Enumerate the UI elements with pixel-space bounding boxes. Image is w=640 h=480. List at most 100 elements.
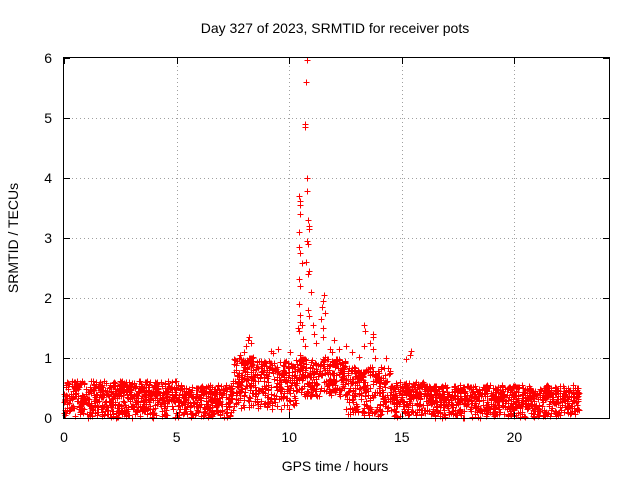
data-point-dense	[515, 410, 522, 417]
data-point-dense	[540, 390, 547, 397]
data-point-dense	[387, 392, 394, 399]
data-point-dense	[558, 407, 565, 414]
data-point-dense	[101, 378, 108, 385]
data-point-dense	[419, 383, 426, 390]
data-point-dense	[325, 371, 332, 378]
data-point-dense	[301, 356, 308, 363]
data-point-dense	[298, 386, 305, 393]
data-point-dense	[316, 393, 323, 400]
data-point	[331, 337, 338, 344]
data-point-dense	[307, 370, 314, 377]
data-point-dense	[169, 379, 176, 386]
data-point-dense	[361, 370, 368, 377]
data-point-dense	[272, 399, 279, 406]
data-point-dense	[264, 367, 271, 374]
data-point-dense	[204, 401, 211, 408]
data-point-dense	[367, 397, 374, 404]
data-point-dense	[90, 378, 97, 385]
data-point-dense	[215, 382, 222, 389]
data-point-dense	[99, 411, 106, 418]
data-point-dense	[123, 404, 130, 411]
data-point-dense	[519, 382, 526, 389]
data-point-dense	[457, 390, 464, 397]
tick-labels: 0 5 10 15 20 0 1 2 3 4 5 6	[44, 50, 522, 445]
data-point-dense	[229, 396, 236, 403]
x-tick-label: 15	[394, 429, 410, 445]
data-point-dense	[547, 398, 554, 405]
data-point-dense	[232, 378, 239, 385]
data-point-dense	[211, 391, 218, 398]
data-point-dense	[326, 367, 333, 374]
data-point-dense	[366, 412, 373, 419]
data-point-dense	[431, 410, 438, 417]
data-point-dense	[171, 394, 178, 401]
data-point-dense	[308, 386, 315, 393]
data-point	[304, 175, 311, 182]
data-point	[356, 354, 363, 361]
data-point-dense	[544, 382, 551, 389]
data-point	[296, 328, 303, 335]
data-point-dense	[442, 412, 449, 419]
data-point-dense	[110, 380, 117, 387]
data-point-dense	[85, 400, 92, 407]
data-point-dense	[552, 390, 559, 397]
data-point	[383, 355, 390, 362]
data-point-dense	[541, 407, 548, 414]
y-tick-label: 1	[44, 350, 52, 366]
data-point	[370, 346, 377, 353]
data-point-dense	[338, 377, 345, 384]
data-point	[321, 292, 328, 299]
data-point	[299, 322, 306, 329]
data-point-dense	[183, 390, 190, 397]
data-point-dense	[367, 385, 374, 392]
data-point-dense	[380, 375, 387, 382]
data-point-dense	[270, 370, 277, 377]
y-tick-label: 3	[44, 230, 52, 246]
data-point-dense	[501, 411, 508, 418]
data-point-dense	[290, 387, 297, 394]
data-point-dense	[343, 406, 350, 413]
data-point-dense	[140, 385, 147, 392]
data-point-dense	[145, 384, 152, 391]
data-point-dense	[258, 358, 265, 365]
data-point-dense	[278, 379, 285, 386]
data-point-dense	[120, 392, 127, 399]
data-point-dense	[320, 358, 327, 365]
data-point-dense	[135, 398, 142, 405]
data-point	[296, 301, 303, 308]
data-point	[306, 313, 313, 320]
data-point-dense	[377, 402, 384, 409]
data-point-dense	[409, 408, 416, 415]
data-point-dense	[116, 393, 123, 400]
data-point-dense	[294, 380, 301, 387]
data-point-dense	[182, 406, 189, 413]
data-point	[248, 340, 255, 347]
data-point-dense	[554, 396, 561, 403]
data-point-dense	[127, 396, 134, 403]
data-point-dense	[219, 401, 226, 408]
data-point-dense	[281, 369, 288, 376]
data-point-dense	[412, 382, 419, 389]
data-point-dense	[243, 383, 250, 390]
data-point-dense	[353, 401, 360, 408]
data-point	[237, 352, 244, 359]
data-point-dense	[450, 411, 457, 418]
data-point-dense	[134, 407, 141, 414]
data-point-dense	[265, 399, 272, 406]
data-point-dense	[142, 397, 149, 404]
data-point-dense	[176, 392, 183, 399]
data-point-dense	[144, 378, 151, 385]
data-point-dense	[147, 406, 154, 413]
data-point-dense	[572, 385, 579, 392]
data-point	[319, 304, 326, 311]
data-point-dense	[239, 372, 246, 379]
data-point-dense	[139, 393, 146, 400]
data-point	[313, 340, 320, 347]
data-point-dense	[138, 381, 145, 388]
data-point-dense	[236, 376, 243, 383]
data-point-dense	[546, 401, 553, 408]
data-point-dense	[77, 411, 84, 418]
data-point-dense	[363, 398, 370, 405]
data-point-dense	[480, 384, 487, 391]
data-point-dense	[105, 392, 112, 399]
